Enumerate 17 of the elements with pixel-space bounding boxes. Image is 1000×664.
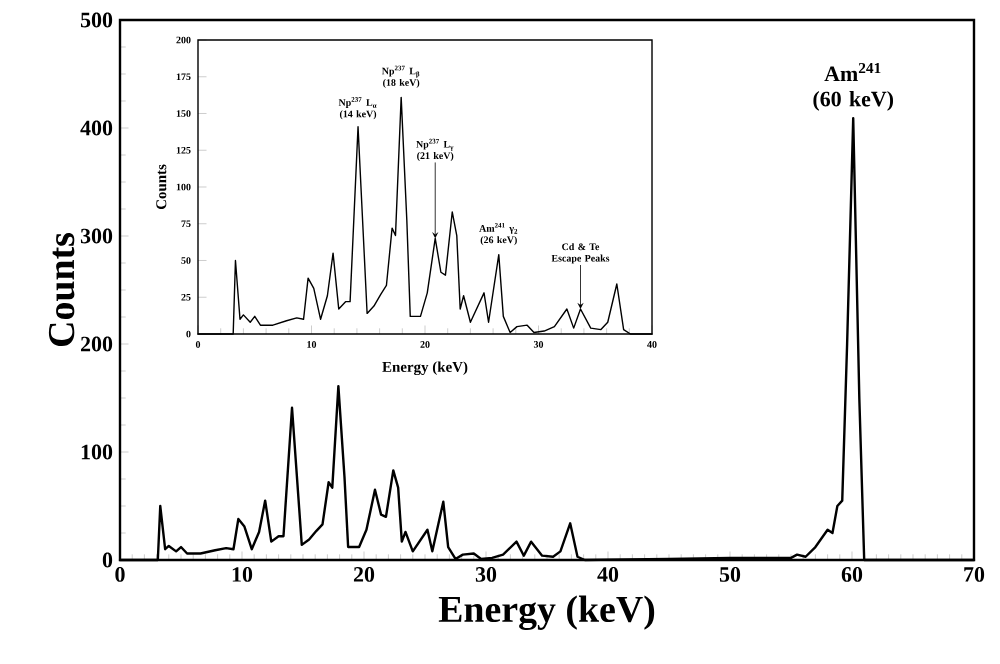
y-tick-label: 300 <box>80 228 113 244</box>
x-tick-label: 60 <box>841 567 863 582</box>
y-tick-label: 0 <box>102 552 113 568</box>
y-tick-label: 100 <box>81 444 113 460</box>
x-tick-label: 50 <box>719 567 741 582</box>
y-tick-label: 200 <box>80 336 113 352</box>
x-tick-label: 70 <box>964 567 985 582</box>
y-tick-label: 400 <box>80 120 113 136</box>
x-tick-label: 40 <box>597 567 619 582</box>
annotation: Am$^{241}$ (60 keV) <box>813 62 894 111</box>
x-tick-label: 0 <box>115 567 125 582</box>
x-axis-title: Energy (keV) <box>438 595 655 631</box>
x-tick-label: 30 <box>475 567 497 582</box>
x-tick-label: 10 <box>232 567 253 582</box>
y-axis-title: Counts <box>48 233 75 347</box>
x-tick-label: 20 <box>353 567 375 582</box>
y-tick-label: 500 <box>80 12 113 28</box>
